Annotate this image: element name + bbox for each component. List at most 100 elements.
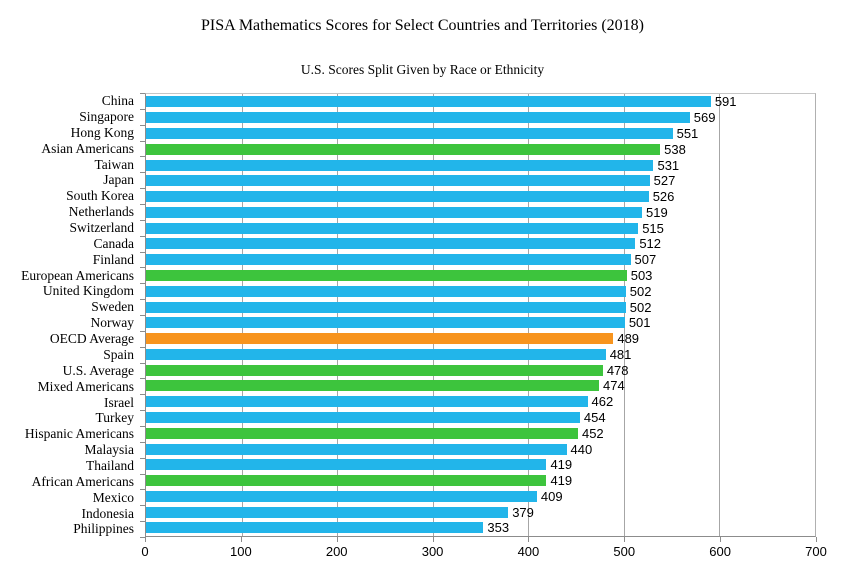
x-axis-tick-label: 400 [517, 544, 540, 559]
bar-value-label: 353 [487, 520, 510, 536]
bar [146, 143, 661, 155]
bar-value-label: 507 [634, 252, 657, 268]
y-axis-tick [140, 410, 146, 412]
bar-value-label: 409 [540, 488, 563, 504]
category-label: Switzerland [69, 220, 134, 236]
bar-row: 519 [146, 204, 815, 220]
bar-value-label: 478 [606, 362, 629, 378]
bar-row: 454 [146, 410, 815, 426]
bar-value-label: 452 [581, 425, 604, 441]
bar-row: 512 [146, 236, 815, 252]
x-axis-tick [720, 537, 722, 542]
y-axis-tick [140, 537, 146, 538]
y-axis-tick [140, 473, 146, 475]
y-axis-tick [140, 235, 146, 237]
bar [146, 206, 643, 218]
bar [146, 333, 614, 345]
x-axis-tick-label: 300 [421, 544, 444, 559]
bar-row: 569 [146, 110, 815, 126]
x-axis-ticks [145, 537, 817, 542]
bar [146, 490, 537, 502]
bar-row: 489 [146, 331, 815, 347]
category-label: Japan [103, 172, 134, 188]
y-axis-tick [140, 346, 146, 348]
bar-value-label: 501 [628, 315, 651, 331]
category-label: Hispanic Americans [24, 426, 134, 442]
category-label: Taiwan [94, 156, 134, 172]
x-axis-tick [336, 537, 338, 542]
category-label: Thailand [86, 457, 134, 473]
category-label: U.S. Average [62, 362, 134, 378]
category-label: European Americans [21, 267, 134, 283]
bar [146, 380, 599, 392]
bar-row: 419 [146, 457, 815, 473]
y-axis-tick [140, 108, 146, 110]
bar-value-label: 462 [591, 394, 614, 410]
y-axis-tick [140, 140, 146, 142]
category-label: Israel [104, 394, 134, 410]
bar [146, 317, 625, 329]
bar-value-label: 512 [639, 236, 662, 252]
x-axis-tick-label: 700 [805, 544, 827, 559]
category-label: OECD Average [49, 331, 134, 347]
bar-value-label: 527 [653, 173, 676, 189]
bar [146, 412, 580, 424]
plot-area: 591 569 551 538 531 527 526 519 515 512 507 503 502 5… [145, 93, 816, 537]
bar-row: 507 [146, 252, 815, 268]
chart-title: PISA Mathematics Scores for Select Count… [201, 17, 644, 34]
bar [146, 285, 626, 297]
y-axis-tick [140, 378, 146, 380]
y-axis-ticks [140, 93, 146, 538]
bar-value-label: 519 [646, 204, 668, 220]
y-axis-tick [140, 172, 146, 174]
category-label: Asian Americans [41, 140, 134, 156]
bar [146, 427, 578, 439]
bar [146, 269, 627, 281]
bar-value-label: 489 [617, 331, 640, 347]
bar-row: 531 [146, 157, 815, 173]
gridlines [146, 94, 815, 536]
bar-row: 419 [146, 473, 815, 489]
y-axis-tick [140, 124, 146, 126]
bar [146, 396, 588, 408]
category-label: Mixed Americans [37, 378, 134, 394]
bar-row: 353 [146, 520, 815, 536]
y-axis-tick [140, 188, 146, 190]
category-label: Philippines [73, 521, 134, 537]
bar [146, 96, 711, 108]
bar [146, 506, 509, 518]
x-axis-tick-label: 600 [709, 544, 731, 559]
bar-value-label: 419 [550, 473, 573, 489]
bar-row: 515 [146, 220, 815, 236]
bar [146, 459, 547, 471]
bar-row: 503 [146, 268, 815, 284]
bar-value-label: 502 [629, 299, 652, 315]
y-axis-tick [140, 283, 146, 285]
category-label: Hong Kong [70, 124, 134, 140]
bar-row: 527 [146, 173, 815, 189]
bar [146, 522, 484, 534]
gridline [719, 94, 721, 536]
bar-value-label: 440 [570, 441, 593, 457]
bar [146, 127, 673, 139]
x-axis-tick [624, 537, 626, 542]
bar-value-label: 591 [714, 94, 737, 110]
y-axis-tick [140, 330, 146, 332]
bar [146, 254, 631, 266]
category-label: Sweden [91, 299, 134, 315]
bar-row: 501 [146, 315, 815, 331]
y-axis-tick [140, 521, 146, 523]
bar-row: 526 [146, 189, 815, 205]
bar-row: 551 [146, 126, 815, 142]
y-axis-tick [140, 315, 146, 316]
bar [146, 348, 606, 360]
chart-subtitle: U.S. Scores Split Given by Race or Ethni… [300, 62, 545, 77]
x-axis-tick-label: 100 [229, 544, 252, 559]
bar-row: 379 [146, 504, 815, 520]
y-axis-tick [140, 505, 146, 507]
bar-row: 502 [146, 299, 815, 315]
bar-row: 409 [146, 489, 815, 505]
bar-row: 538 [146, 141, 815, 157]
bar-row: 478 [146, 362, 815, 378]
category-label: African Americans [31, 473, 134, 489]
